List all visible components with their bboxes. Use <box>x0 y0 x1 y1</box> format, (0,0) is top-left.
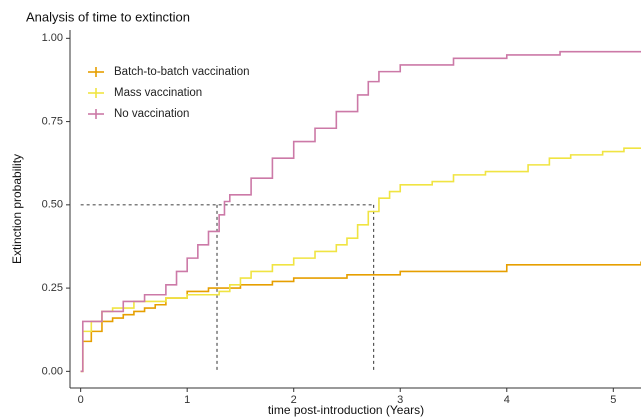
series-line <box>80 261 641 373</box>
chart-title: Analysis of time to extinction <box>26 9 190 24</box>
y-tick-label: 0.75 <box>42 115 63 127</box>
legend: Batch-to-batch vaccination Mass vaccinati… <box>88 66 250 120</box>
legend-label: No vaccination <box>114 108 189 120</box>
y-axis-title: Extinction probability <box>10 154 24 264</box>
x-tick-label: 4 <box>504 394 510 406</box>
y-tick-label: 1.00 <box>42 32 63 44</box>
x-tick-label: 3 <box>397 394 403 406</box>
x-tick-label: 1 <box>184 394 190 406</box>
y-tick-label: 0.00 <box>42 365 63 377</box>
y-tick-label: 0.25 <box>42 282 63 294</box>
x-axis-title: time post-introduction (Years) <box>268 403 424 417</box>
series-line <box>80 147 641 373</box>
legend-label: Mass vaccination <box>114 87 202 99</box>
x-tick-label: 2 <box>291 394 297 406</box>
x-tick-label: 5 <box>610 394 616 406</box>
y-tick-label: 0.50 <box>42 199 63 211</box>
legend-label: Batch-to-batch vaccination <box>114 66 250 78</box>
x-tick-label: 0 <box>78 394 84 406</box>
plot-area <box>80 50 641 373</box>
series-line <box>80 50 641 373</box>
